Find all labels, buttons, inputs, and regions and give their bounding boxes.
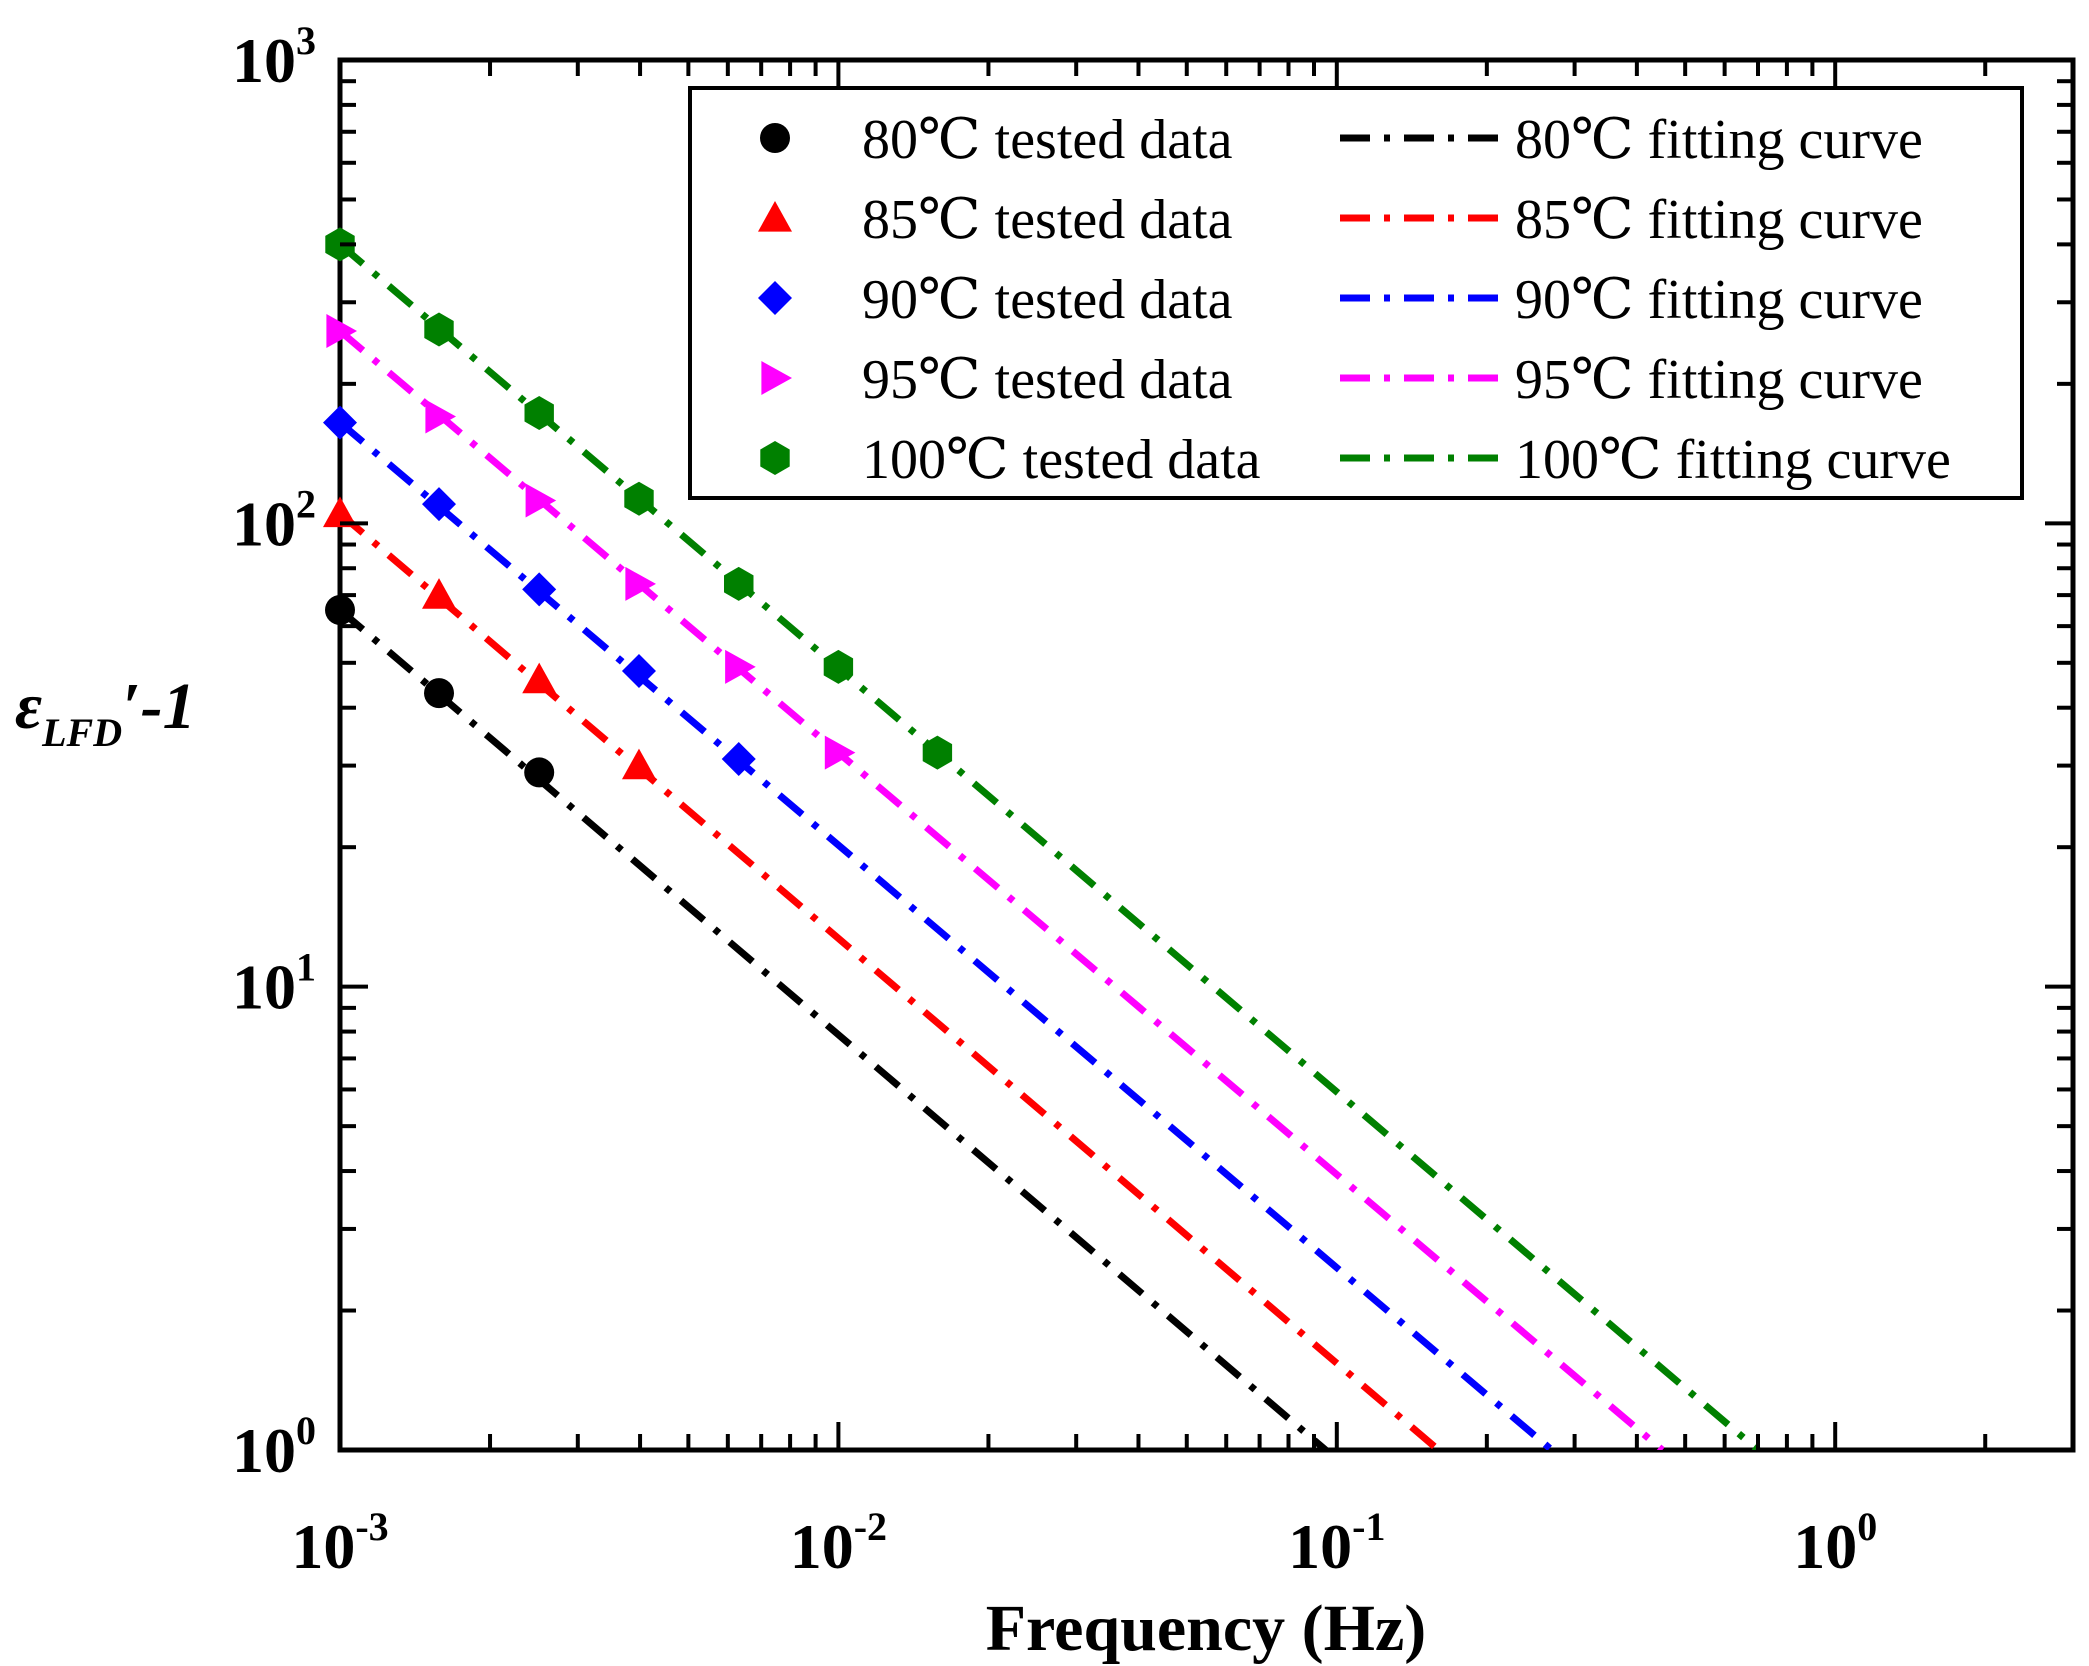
data-point-4-5 [823, 649, 854, 684]
fitting-curve-2 [340, 419, 1555, 1450]
data-point-2-1 [422, 487, 457, 522]
data-markers [323, 227, 953, 788]
legend-label-tested-1: 85℃ tested data [862, 189, 1233, 251]
data-point-2-3 [621, 654, 656, 689]
data-point-0-0 [325, 595, 355, 626]
data-point-3-2 [525, 483, 557, 518]
y-axis-subscript: LFD [41, 710, 122, 755]
data-point-2-4 [721, 742, 756, 777]
legend-label-fit-0: 80℃ fitting curve [1515, 109, 1923, 171]
data-point-4-3 [624, 481, 654, 516]
x-tick-label: 100 [1793, 1504, 1877, 1582]
legend-label-tested-4: 100℃ tested data [862, 429, 1261, 491]
plot-frame [337, 57, 2076, 1453]
fitting-curve-4 [340, 241, 1761, 1450]
data-point-0-2 [524, 757, 555, 788]
data-point-2-0 [323, 405, 357, 440]
legend: 80℃ tested data 80℃ fitting curve 85℃ test… [688, 86, 2024, 500]
data-point-4-6 [922, 735, 953, 770]
legend-label-fit-3: 95℃ fitting curve [1515, 349, 1923, 411]
data-point-3-5 [824, 735, 856, 770]
x-axis-title: Frequency (Hz) [986, 1592, 1427, 1665]
data-point-1-3 [621, 748, 656, 780]
legend-label-tested-3: 95℃ tested data [862, 349, 1233, 411]
data-point-4-2 [524, 396, 554, 430]
fitting-curve-1 [340, 510, 1441, 1450]
y-tick-label: 102 [232, 481, 316, 559]
legend-marker-1 [758, 201, 792, 232]
data-point-4-4 [724, 566, 754, 601]
legend-label-tested-2: 90℃ tested data [862, 269, 1233, 331]
data-point-3-0 [326, 314, 357, 349]
axes: 10-3 10-2 10-1 100 100 101 102 103 [232, 18, 2075, 1582]
data-point-3-1 [425, 399, 457, 434]
legend-box [688, 86, 2024, 500]
data-point-1-0 [323, 496, 357, 528]
data-point-0-1 [424, 678, 455, 709]
data-point-1-2 [522, 662, 557, 694]
legend-marker-2 [758, 281, 792, 315]
legend-label-fit-1: 85℃ fitting curve [1515, 189, 1923, 251]
x-tick-label: 10-1 [1288, 1504, 1385, 1582]
x-tick-label: 10-2 [790, 1504, 887, 1582]
data-point-2-2 [522, 572, 557, 607]
legend-marker-3 [761, 361, 792, 395]
legend-marker-4 [760, 441, 790, 475]
y-tick-label: 101 [232, 945, 316, 1023]
x-tick-label: 10-3 [291, 1504, 388, 1582]
data-point-3-4 [725, 649, 756, 684]
data-point-3-3 [625, 566, 656, 601]
data-point-1-1 [422, 578, 457, 609]
legend-marker-0 [760, 123, 790, 153]
y-tick-label: 103 [232, 18, 316, 96]
y-tick-label: 100 [232, 1408, 316, 1486]
y-axis-title: εLFD′-1 [15, 670, 196, 755]
y-axis-symbol: ε [15, 670, 42, 743]
y-axis-suffix: ′-1 [122, 670, 196, 743]
fitting-curve-0 [340, 607, 1328, 1450]
legend-label-fit-4: 100℃ fitting curve [1515, 429, 1951, 491]
legend-label-tested-0: 80℃ tested data [862, 109, 1233, 171]
data-point-4-1 [424, 312, 454, 347]
legend-label-fit-2: 90℃ fitting curve [1515, 269, 1923, 331]
